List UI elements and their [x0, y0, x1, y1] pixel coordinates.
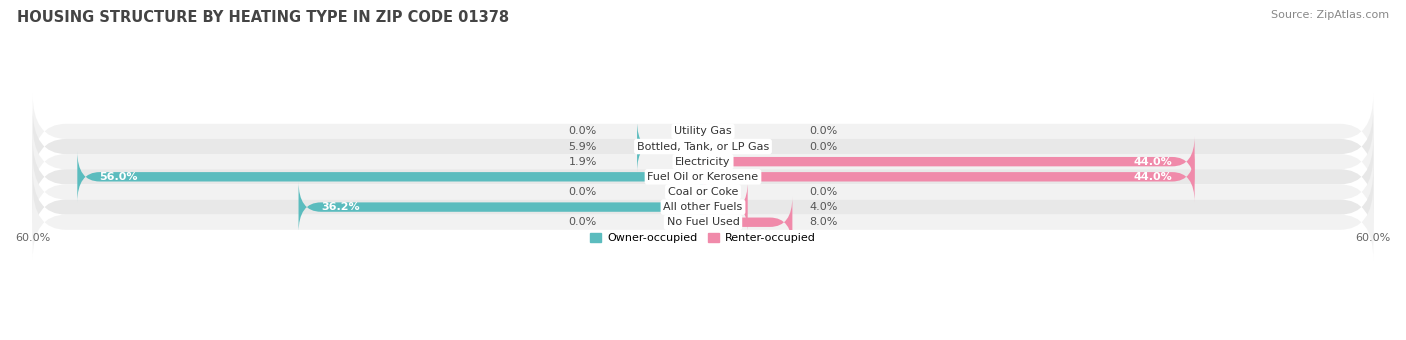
FancyBboxPatch shape	[637, 121, 703, 172]
FancyBboxPatch shape	[703, 182, 748, 233]
FancyBboxPatch shape	[703, 197, 793, 248]
Text: 36.2%: 36.2%	[321, 202, 360, 212]
FancyBboxPatch shape	[77, 151, 703, 202]
Text: 0.0%: 0.0%	[568, 187, 598, 197]
Text: 4.0%: 4.0%	[808, 202, 838, 212]
FancyBboxPatch shape	[32, 124, 1374, 200]
Text: Utility Gas: Utility Gas	[675, 126, 731, 136]
Text: 0.0%: 0.0%	[568, 217, 598, 227]
Text: 0.0%: 0.0%	[808, 126, 838, 136]
FancyBboxPatch shape	[32, 139, 1374, 215]
Text: 44.0%: 44.0%	[1133, 157, 1173, 167]
Text: 0.0%: 0.0%	[808, 141, 838, 152]
FancyBboxPatch shape	[32, 184, 1374, 260]
Text: 5.9%: 5.9%	[568, 141, 598, 152]
Text: Source: ZipAtlas.com: Source: ZipAtlas.com	[1271, 10, 1389, 20]
FancyBboxPatch shape	[703, 151, 1195, 202]
Text: Bottled, Tank, or LP Gas: Bottled, Tank, or LP Gas	[637, 141, 769, 152]
Text: 0.0%: 0.0%	[568, 126, 598, 136]
Text: No Fuel Used: No Fuel Used	[666, 217, 740, 227]
Text: Coal or Coke: Coal or Coke	[668, 187, 738, 197]
Text: 56.0%: 56.0%	[100, 172, 138, 182]
Text: Electricity: Electricity	[675, 157, 731, 167]
FancyBboxPatch shape	[681, 136, 704, 187]
Text: 1.9%: 1.9%	[568, 157, 598, 167]
Text: 0.0%: 0.0%	[808, 187, 838, 197]
Text: Fuel Oil or Kerosene: Fuel Oil or Kerosene	[647, 172, 759, 182]
FancyBboxPatch shape	[32, 169, 1374, 245]
Text: 8.0%: 8.0%	[808, 217, 838, 227]
Text: All other Fuels: All other Fuels	[664, 202, 742, 212]
Text: 44.0%: 44.0%	[1133, 172, 1173, 182]
FancyBboxPatch shape	[298, 182, 703, 233]
FancyBboxPatch shape	[32, 154, 1374, 230]
FancyBboxPatch shape	[32, 94, 1374, 169]
FancyBboxPatch shape	[32, 109, 1374, 184]
Text: HOUSING STRUCTURE BY HEATING TYPE IN ZIP CODE 01378: HOUSING STRUCTURE BY HEATING TYPE IN ZIP…	[17, 10, 509, 25]
FancyBboxPatch shape	[703, 136, 1195, 187]
Legend: Owner-occupied, Renter-occupied: Owner-occupied, Renter-occupied	[586, 228, 820, 248]
